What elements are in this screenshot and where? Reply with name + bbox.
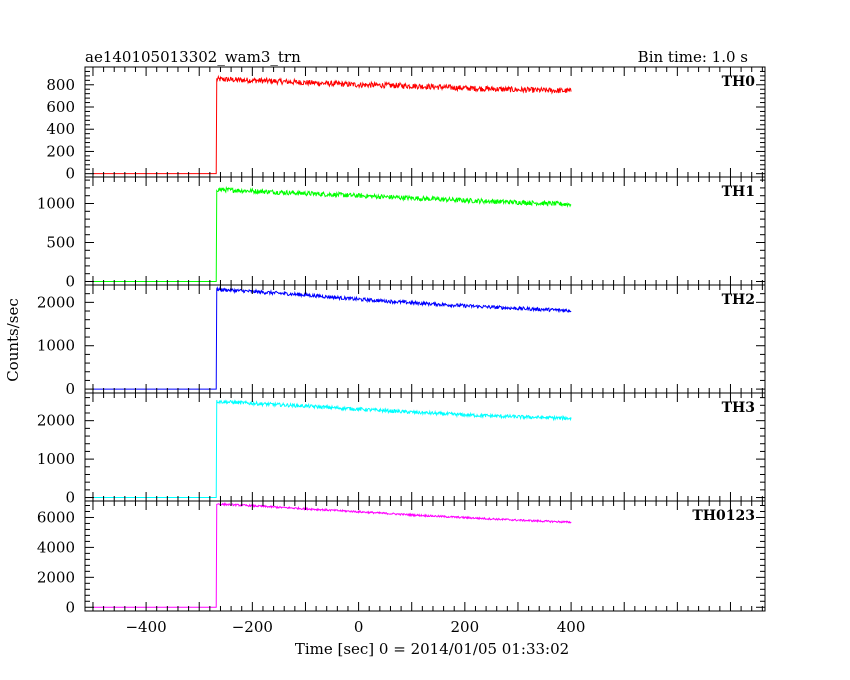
y-tick-label: 600: [46, 98, 75, 116]
series-line-th1: [92, 185, 572, 282]
y-tick-label: 1000: [37, 195, 75, 213]
panel-th3: 0 1000 2000 TH3: [37, 392, 766, 507]
bin-time-label: Bin time: 1.0 s: [638, 48, 748, 66]
panel-th0123: 0 2000 4000 6000 TH0123: [37, 500, 766, 616]
panel-label-th1: TH1: [722, 184, 755, 200]
panel-th2: 0 1000 2000 TH2: [37, 284, 766, 398]
y-tick-label: 400: [46, 120, 75, 138]
panel-label-th0123: TH0123: [692, 508, 755, 524]
panel-label-th2: TH2: [722, 292, 755, 308]
y-tick-label: 0: [65, 598, 75, 616]
x-tick-label: −200: [232, 618, 273, 636]
y-tick-label: 0: [65, 489, 75, 507]
panel-frame: [84, 284, 766, 394]
series-line-th2: [92, 285, 572, 390]
x-tick-label: 0: [354, 618, 364, 636]
panel-th0: 0 200 400 600 800 TH0: [46, 66, 766, 183]
panel-frame: [84, 176, 766, 286]
panel-label-th3: TH3: [722, 400, 755, 416]
panel-th1: 0 500 1000 TH1: [37, 176, 766, 290]
y-axis-label: Counts/sec: [4, 298, 22, 382]
chart-title: ae140105013302_wam3_trn: [85, 48, 301, 66]
x-axis-label: Time [sec] 0 = 2014/01/05 01:33:02: [295, 640, 569, 658]
panel-frame: [84, 392, 766, 502]
panel-label-th0: TH0: [722, 74, 756, 90]
panel-frame: [84, 500, 766, 612]
y-tick-label: 500: [46, 234, 75, 252]
y-tick-label: 2000: [37, 412, 75, 430]
series-line-th0: [92, 74, 572, 175]
y-tick-label: 1000: [37, 337, 75, 355]
panel-frame: [84, 66, 766, 178]
y-tick-label: 0: [65, 165, 75, 183]
x-tick-label: 400: [557, 618, 586, 636]
series-line-th0123: [92, 502, 572, 608]
y-tick-label: 0: [65, 272, 75, 290]
y-tick-label: 4000: [37, 538, 75, 556]
y-tick-label: 0: [65, 380, 75, 398]
y-tick-label: 2000: [37, 293, 75, 311]
y-tick-label: 1000: [37, 450, 75, 468]
y-tick-label: 6000: [37, 508, 75, 526]
x-tick-label: 200: [451, 618, 480, 636]
x-tick-label: −400: [125, 618, 166, 636]
series-line-th3: [92, 399, 572, 499]
y-tick-label: 800: [46, 76, 75, 94]
y-tick-label: 200: [46, 142, 75, 160]
y-tick-label: 2000: [37, 568, 75, 586]
